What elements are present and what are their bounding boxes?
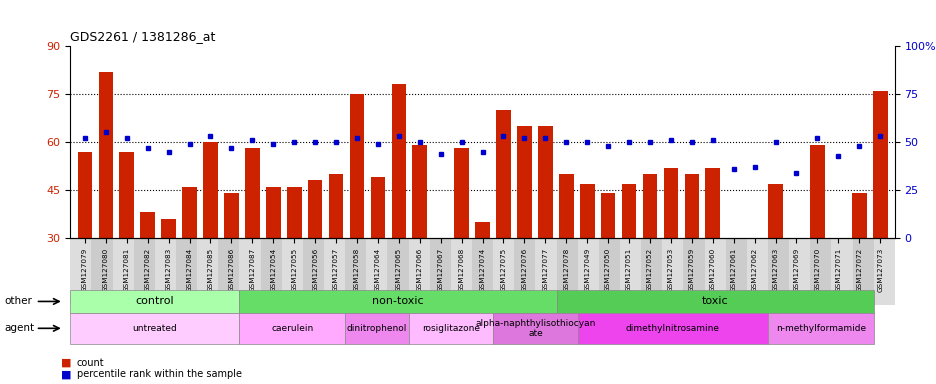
Bar bbox=[830, 238, 845, 264]
Text: ■: ■ bbox=[61, 369, 71, 379]
Bar bbox=[810, 145, 824, 238]
Bar bbox=[412, 145, 427, 238]
Bar bbox=[308, 180, 322, 238]
Text: control: control bbox=[136, 296, 174, 306]
Bar bbox=[642, 174, 656, 238]
Bar bbox=[182, 187, 197, 238]
Bar bbox=[244, 149, 259, 238]
Text: non-toxic: non-toxic bbox=[372, 296, 423, 306]
Bar bbox=[78, 152, 92, 238]
Bar bbox=[224, 193, 239, 238]
Bar bbox=[391, 84, 405, 238]
Bar bbox=[600, 193, 615, 238]
Bar bbox=[537, 126, 552, 238]
Bar bbox=[622, 184, 636, 238]
Bar bbox=[747, 238, 761, 283]
Bar bbox=[161, 219, 176, 238]
Text: count: count bbox=[77, 358, 104, 368]
Text: GDS2261 / 1381286_at: GDS2261 / 1381286_at bbox=[70, 30, 215, 43]
Text: toxic: toxic bbox=[701, 296, 727, 306]
Bar bbox=[872, 91, 886, 238]
Text: percentile rank within the sample: percentile rank within the sample bbox=[77, 369, 241, 379]
Text: caerulein: caerulein bbox=[271, 324, 313, 333]
Bar bbox=[663, 168, 678, 238]
Text: n-methylformamide: n-methylformamide bbox=[775, 324, 865, 333]
Bar bbox=[329, 174, 343, 238]
Bar bbox=[454, 149, 468, 238]
Bar bbox=[851, 193, 866, 238]
Bar bbox=[266, 187, 280, 238]
Bar bbox=[98, 72, 113, 238]
Bar bbox=[788, 238, 803, 283]
Text: untreated: untreated bbox=[132, 324, 177, 333]
Bar bbox=[684, 174, 698, 238]
Text: dinitrophenol: dinitrophenol bbox=[346, 324, 406, 333]
Bar bbox=[119, 152, 134, 238]
Bar bbox=[768, 184, 782, 238]
Text: ■: ■ bbox=[61, 358, 71, 368]
Bar bbox=[559, 174, 573, 238]
Bar bbox=[517, 126, 531, 238]
Text: agent: agent bbox=[5, 323, 35, 333]
Bar bbox=[286, 187, 301, 238]
Bar bbox=[705, 168, 720, 238]
Bar bbox=[203, 142, 217, 238]
Text: dimethylnitrosamine: dimethylnitrosamine bbox=[625, 324, 719, 333]
Bar bbox=[475, 222, 490, 238]
Bar bbox=[725, 238, 740, 289]
Bar bbox=[579, 184, 593, 238]
Text: rosiglitazone: rosiglitazone bbox=[421, 324, 479, 333]
Bar bbox=[140, 212, 154, 238]
Text: alpha-naphthylisothiocyan
ate: alpha-naphthylisothiocyan ate bbox=[475, 319, 595, 338]
Text: other: other bbox=[5, 296, 33, 306]
Bar bbox=[349, 94, 364, 238]
Bar bbox=[371, 177, 385, 238]
Bar bbox=[496, 110, 510, 238]
